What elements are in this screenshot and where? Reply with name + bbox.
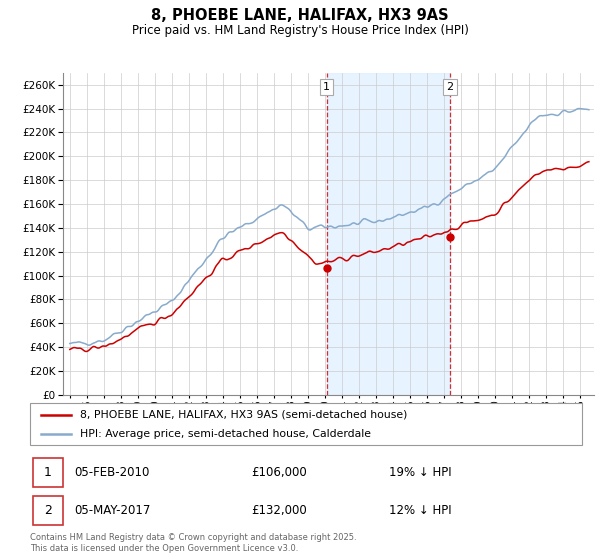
FancyBboxPatch shape (33, 458, 63, 487)
Text: HPI: Average price, semi-detached house, Calderdale: HPI: Average price, semi-detached house,… (80, 429, 371, 439)
Text: 2: 2 (44, 504, 52, 517)
Text: 8, PHOEBE LANE, HALIFAX, HX3 9AS: 8, PHOEBE LANE, HALIFAX, HX3 9AS (151, 8, 449, 24)
Text: 19% ↓ HPI: 19% ↓ HPI (389, 466, 451, 479)
FancyBboxPatch shape (30, 403, 582, 445)
Text: 1: 1 (44, 466, 52, 479)
Text: 1: 1 (323, 82, 330, 92)
Text: £106,000: £106,000 (251, 466, 307, 479)
Text: Price paid vs. HM Land Registry's House Price Index (HPI): Price paid vs. HM Land Registry's House … (131, 24, 469, 36)
Text: 8, PHOEBE LANE, HALIFAX, HX3 9AS (semi-detached house): 8, PHOEBE LANE, HALIFAX, HX3 9AS (semi-d… (80, 409, 407, 419)
Text: 12% ↓ HPI: 12% ↓ HPI (389, 504, 451, 517)
Text: 2: 2 (446, 82, 454, 92)
Text: £132,000: £132,000 (251, 504, 307, 517)
Text: 05-FEB-2010: 05-FEB-2010 (74, 466, 149, 479)
Text: Contains HM Land Registry data © Crown copyright and database right 2025.
This d: Contains HM Land Registry data © Crown c… (30, 533, 356, 553)
FancyBboxPatch shape (33, 496, 63, 525)
Bar (326, 73, 450, 395)
Text: 05-MAY-2017: 05-MAY-2017 (74, 504, 151, 517)
